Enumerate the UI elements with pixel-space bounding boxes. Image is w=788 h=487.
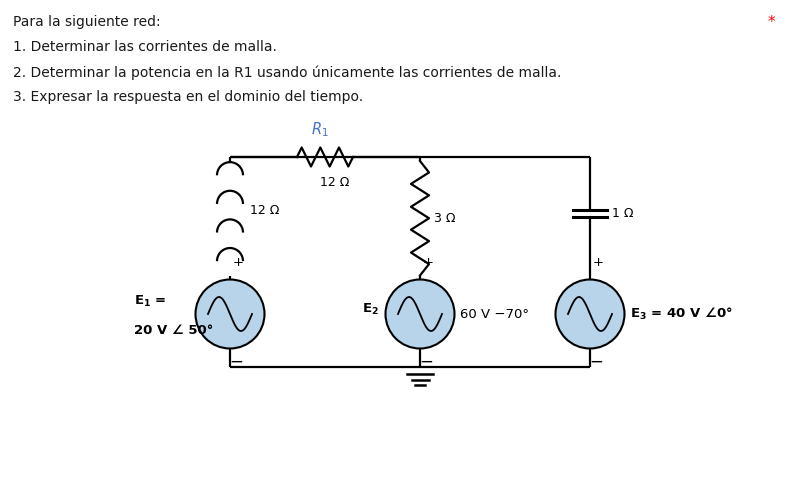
- Text: *: *: [768, 15, 775, 30]
- Text: 3. Expresar la respuesta en el dominio del tiempo.: 3. Expresar la respuesta en el dominio d…: [13, 90, 363, 104]
- Text: Para la siguiente red:: Para la siguiente red:: [13, 15, 161, 29]
- Text: 12 Ω: 12 Ω: [250, 204, 280, 217]
- Text: 3 Ω: 3 Ω: [434, 212, 455, 225]
- Text: 2. Determinar la potencia en la R1 usando únicamente las corrientes de malla.: 2. Determinar la potencia en la R1 usand…: [13, 65, 561, 79]
- Text: $\mathbf{E_2}$: $\mathbf{E_2}$: [362, 301, 378, 317]
- Text: −: −: [229, 353, 243, 371]
- Text: 1 Ω: 1 Ω: [612, 207, 634, 220]
- Circle shape: [556, 280, 625, 349]
- Text: 20 V ∠ 50°: 20 V ∠ 50°: [133, 324, 213, 337]
- Text: +: +: [593, 257, 604, 269]
- Text: +: +: [232, 257, 243, 269]
- Text: $\mathbf{E_3}$ = 40 V ∠0°: $\mathbf{E_3}$ = 40 V ∠0°: [630, 306, 733, 322]
- Text: 60 V −70°: 60 V −70°: [459, 307, 529, 320]
- Text: $\mathbf{E_1}$ =: $\mathbf{E_1}$ =: [133, 294, 165, 309]
- Text: 1. Determinar las corrientes de malla.: 1. Determinar las corrientes de malla.: [13, 40, 277, 54]
- Text: $R_1$: $R_1$: [311, 120, 329, 139]
- Circle shape: [385, 280, 455, 349]
- Text: −: −: [419, 353, 433, 371]
- Circle shape: [195, 280, 265, 349]
- Text: 12 Ω: 12 Ω: [320, 176, 350, 189]
- Text: +: +: [422, 257, 433, 269]
- Text: −: −: [589, 353, 603, 371]
